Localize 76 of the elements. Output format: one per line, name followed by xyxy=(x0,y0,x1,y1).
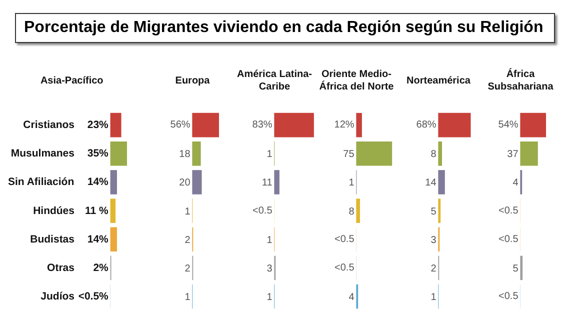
data-label: 5 xyxy=(430,206,437,218)
data-label: 8 xyxy=(430,149,437,160)
bar xyxy=(274,170,280,194)
bar xyxy=(192,112,219,138)
chart-title: África Subsahariana xyxy=(488,68,554,92)
data-label: 11 % xyxy=(85,204,110,217)
data-label: 1 xyxy=(266,149,273,160)
bar xyxy=(520,142,538,166)
data-label: 2 xyxy=(184,263,191,274)
data-label: 3 xyxy=(266,263,273,274)
bar xyxy=(110,198,116,223)
bar xyxy=(356,112,362,138)
bar xyxy=(520,256,523,280)
chart-title: Europa xyxy=(175,75,210,86)
data-label: 35% xyxy=(87,148,110,160)
bar xyxy=(438,198,441,223)
bar xyxy=(110,227,117,252)
data-label: 1 xyxy=(430,292,437,303)
y-tick-label: Otras xyxy=(47,262,75,274)
bar xyxy=(438,142,442,166)
data-label: 14 xyxy=(425,178,437,189)
bar xyxy=(110,112,122,138)
data-label: 68% xyxy=(416,120,436,131)
y-tick-label: Musulmanes xyxy=(10,148,75,160)
data-label: 2% xyxy=(93,262,110,274)
bar xyxy=(110,142,127,166)
data-label: 83% xyxy=(252,120,272,131)
data-label: 56% xyxy=(170,120,190,131)
chart-title: Asia-Pacífico xyxy=(40,75,104,86)
data-label: 14% xyxy=(87,233,110,246)
data-label: <0.5 xyxy=(252,205,273,216)
data-label: 54% xyxy=(498,120,518,131)
data-label: 2 xyxy=(184,234,191,246)
y-tick-label: Judíos xyxy=(40,290,75,302)
data-label: 2 xyxy=(430,263,437,274)
bar xyxy=(192,142,201,166)
data-label: 18 xyxy=(179,149,191,160)
data-label: 11 xyxy=(262,178,273,189)
data-label: 23% xyxy=(87,119,110,132)
data-label: 5 xyxy=(512,263,519,274)
y-tick-label: Cristianos xyxy=(23,119,75,132)
data-label: 20 xyxy=(179,178,191,189)
y-tick-label: Hindúes xyxy=(33,204,75,217)
text: Porcentaje de Migrantes viviendo en cada Región según su Religión xyxy=(24,18,544,38)
data-label: <0.5 xyxy=(334,262,355,274)
bar xyxy=(192,170,202,194)
chart-title: Oriente Medio-África del Norte xyxy=(319,69,394,92)
bar xyxy=(110,170,117,194)
y-tick-label: Sin Afiliación xyxy=(8,176,74,188)
bar xyxy=(520,112,546,138)
data-label: <0.5 xyxy=(498,234,519,245)
data-label: 1 xyxy=(184,206,191,218)
bar xyxy=(438,112,471,138)
chart-title: América Latina-Caribe xyxy=(236,69,312,92)
bar xyxy=(356,198,360,223)
data-label: <0.5% xyxy=(78,290,110,302)
data-label: 3 xyxy=(430,234,437,246)
bar xyxy=(438,170,445,194)
bar xyxy=(356,142,392,166)
data-label: 4 xyxy=(348,292,355,303)
data-label: 8 xyxy=(348,206,355,218)
data-label: 1 xyxy=(184,292,191,303)
data-label: 14% xyxy=(87,176,110,188)
chart-title: Norteamérica xyxy=(406,75,471,86)
data-label: 12% xyxy=(334,120,354,131)
data-label: 1 xyxy=(266,234,273,246)
data-label: <0.5 xyxy=(498,205,519,216)
data-label: 4 xyxy=(512,178,519,189)
data-label: 37 xyxy=(507,149,519,160)
data-label: 1 xyxy=(266,292,273,303)
data-label: 75 xyxy=(343,149,355,160)
data-label: <0.5 xyxy=(334,234,355,245)
bar xyxy=(274,112,314,138)
data-label: <0.5 xyxy=(498,291,519,302)
data-label: 1 xyxy=(348,178,355,189)
y-tick-label: Budistas xyxy=(30,233,75,246)
